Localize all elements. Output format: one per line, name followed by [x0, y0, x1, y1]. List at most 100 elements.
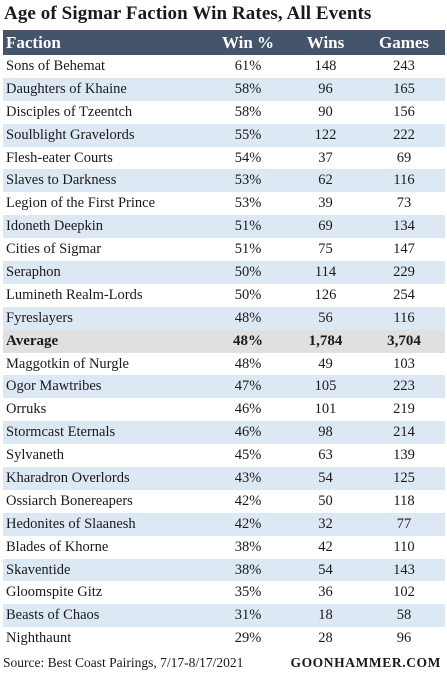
cell-win-pct: 48% — [208, 352, 288, 376]
cell-games: 134 — [363, 215, 445, 239]
cell-games: 103 — [363, 352, 445, 376]
cell-games: 165 — [363, 77, 445, 101]
table-row: Sylvaneth 45% 63 139 — [3, 444, 445, 468]
cell-win-pct: 42% — [208, 489, 288, 513]
cell-wins: 1,784 — [288, 329, 363, 353]
cell-wins: 122 — [288, 123, 363, 147]
table-row: Cities of Sigmar 51% 75 147 — [3, 238, 445, 262]
table-row: Hedonites of Slaanesh 42% 32 77 — [3, 512, 445, 536]
cell-win-pct: 42% — [208, 512, 288, 536]
cell-games: 102 — [363, 581, 445, 605]
cell-faction: Legion of the First Prince — [3, 192, 208, 216]
cell-wins: 32 — [288, 512, 363, 536]
cell-wins: 69 — [288, 215, 363, 239]
cell-win-pct: 55% — [208, 123, 288, 147]
cell-win-pct: 53% — [208, 169, 288, 193]
table-row: Flesh-eater Courts 54% 37 69 — [3, 146, 445, 170]
cell-games: 116 — [363, 169, 445, 193]
table-row: Soulblight Gravelords 55% 122 222 — [3, 123, 445, 147]
source-note: Source: Best Coast Pairings, 7/17-8/17/2… — [3, 655, 244, 670]
cell-games: 156 — [363, 100, 445, 124]
cell-faction: Daughters of Khaine — [3, 77, 208, 101]
cell-faction: Ossiarch Bonereapers — [3, 489, 208, 513]
cell-wins: 39 — [288, 192, 363, 216]
cell-faction: Beasts of Chaos — [3, 604, 208, 628]
table-row: Seraphon 50% 114 229 — [3, 261, 445, 284]
table-row: Ossiarch Bonereapers 42% 50 118 — [3, 489, 445, 513]
table-row: Nighthaunt 29% 28 96 — [3, 627, 445, 651]
cell-faction: Skaventide — [3, 558, 208, 582]
table-row: Skaventide 38% 54 143 — [3, 558, 445, 582]
cell-games: 254 — [363, 283, 445, 307]
cell-win-pct: 47% — [208, 375, 288, 399]
table-body: Sons of Behemat 61% 148 243 Daughters of Kha… — [3, 55, 445, 651]
cell-faction: Orruks — [3, 398, 208, 422]
cell-faction: Cities of Sigmar — [3, 238, 208, 262]
cell-win-pct: 51% — [208, 215, 288, 239]
table-row: Ogor Mawtribes 47% 105 223 — [3, 375, 445, 399]
cell-wins: 50 — [288, 489, 363, 513]
table-row: Daughters of Khaine 58% 96 165 — [3, 77, 445, 101]
cell-win-pct: 48% — [208, 306, 288, 330]
cell-wins: 114 — [288, 261, 363, 284]
cell-win-pct: 48% — [208, 329, 288, 353]
cell-win-pct: 58% — [208, 100, 288, 124]
cell-wins: 62 — [288, 169, 363, 193]
cell-faction: Kharadron Overlords — [3, 467, 208, 490]
cell-games: 96 — [363, 627, 445, 651]
cell-win-pct: 54% — [208, 146, 288, 170]
cell-games: 73 — [363, 192, 445, 216]
cell-wins: 105 — [288, 375, 363, 399]
cell-faction: Fyreslayers — [3, 306, 208, 330]
cell-games: 223 — [363, 375, 445, 399]
cell-wins: 37 — [288, 146, 363, 170]
cell-wins: 126 — [288, 283, 363, 307]
cell-wins: 36 — [288, 581, 363, 605]
column-header-win-pct: Win % — [208, 30, 288, 55]
cell-wins: 148 — [288, 55, 363, 78]
table-row: Gloomspite Gitz 35% 36 102 — [3, 581, 445, 605]
cell-faction: Disciples of Tzeentch — [3, 100, 208, 124]
cell-wins: 75 — [288, 238, 363, 262]
cell-win-pct: 61% — [208, 55, 288, 78]
cell-win-pct: 45% — [208, 444, 288, 468]
cell-faction: Hedonites of Slaanesh — [3, 512, 208, 536]
cell-win-pct: 46% — [208, 421, 288, 445]
chart-title: Age of Sigmar Faction Win Rates, All Eve… — [4, 3, 372, 24]
cell-faction: Blades of Khorne — [3, 535, 208, 559]
cell-win-pct: 43% — [208, 467, 288, 490]
cell-win-pct: 50% — [208, 283, 288, 307]
cell-games: 143 — [363, 558, 445, 582]
cell-faction: Idoneth Deepkin — [3, 215, 208, 239]
cell-faction: Soulblight Gravelords — [3, 123, 208, 147]
table-row: Idoneth Deepkin 51% 69 134 — [3, 215, 445, 239]
cell-games: 222 — [363, 123, 445, 147]
cell-games: 116 — [363, 306, 445, 330]
cell-games: 214 — [363, 421, 445, 445]
cell-win-pct: 29% — [208, 627, 288, 651]
cell-wins: 56 — [288, 306, 363, 330]
cell-games: 110 — [363, 535, 445, 559]
cell-faction: Seraphon — [3, 261, 208, 284]
cell-wins: 42 — [288, 535, 363, 559]
cell-wins: 54 — [288, 467, 363, 490]
cell-games: 69 — [363, 146, 445, 170]
win-rate-table: Faction Win % Wins Games Sons of Behemat… — [3, 30, 445, 651]
table-row: Slaves to Darkness 53% 62 116 — [3, 169, 445, 193]
cell-faction: Gloomspite Gitz — [3, 581, 208, 605]
cell-win-pct: 58% — [208, 77, 288, 101]
column-header-faction: Faction — [3, 30, 208, 55]
table-row: Disciples of Tzeentch 58% 90 156 — [3, 100, 445, 124]
cell-games: 243 — [363, 55, 445, 78]
table-row: Legion of the First Prince 53% 39 73 — [3, 192, 445, 216]
cell-wins: 49 — [288, 352, 363, 376]
cell-wins: 28 — [288, 627, 363, 651]
table-row: Orruks 46% 101 219 — [3, 398, 445, 422]
cell-win-pct: 46% — [208, 398, 288, 422]
cell-games: 118 — [363, 489, 445, 513]
brand-label: GOONHAMMER.COM — [290, 655, 441, 670]
column-header-games: Games — [363, 30, 445, 55]
cell-games: 219 — [363, 398, 445, 422]
cell-win-pct: 53% — [208, 192, 288, 216]
cell-games: 125 — [363, 467, 445, 490]
